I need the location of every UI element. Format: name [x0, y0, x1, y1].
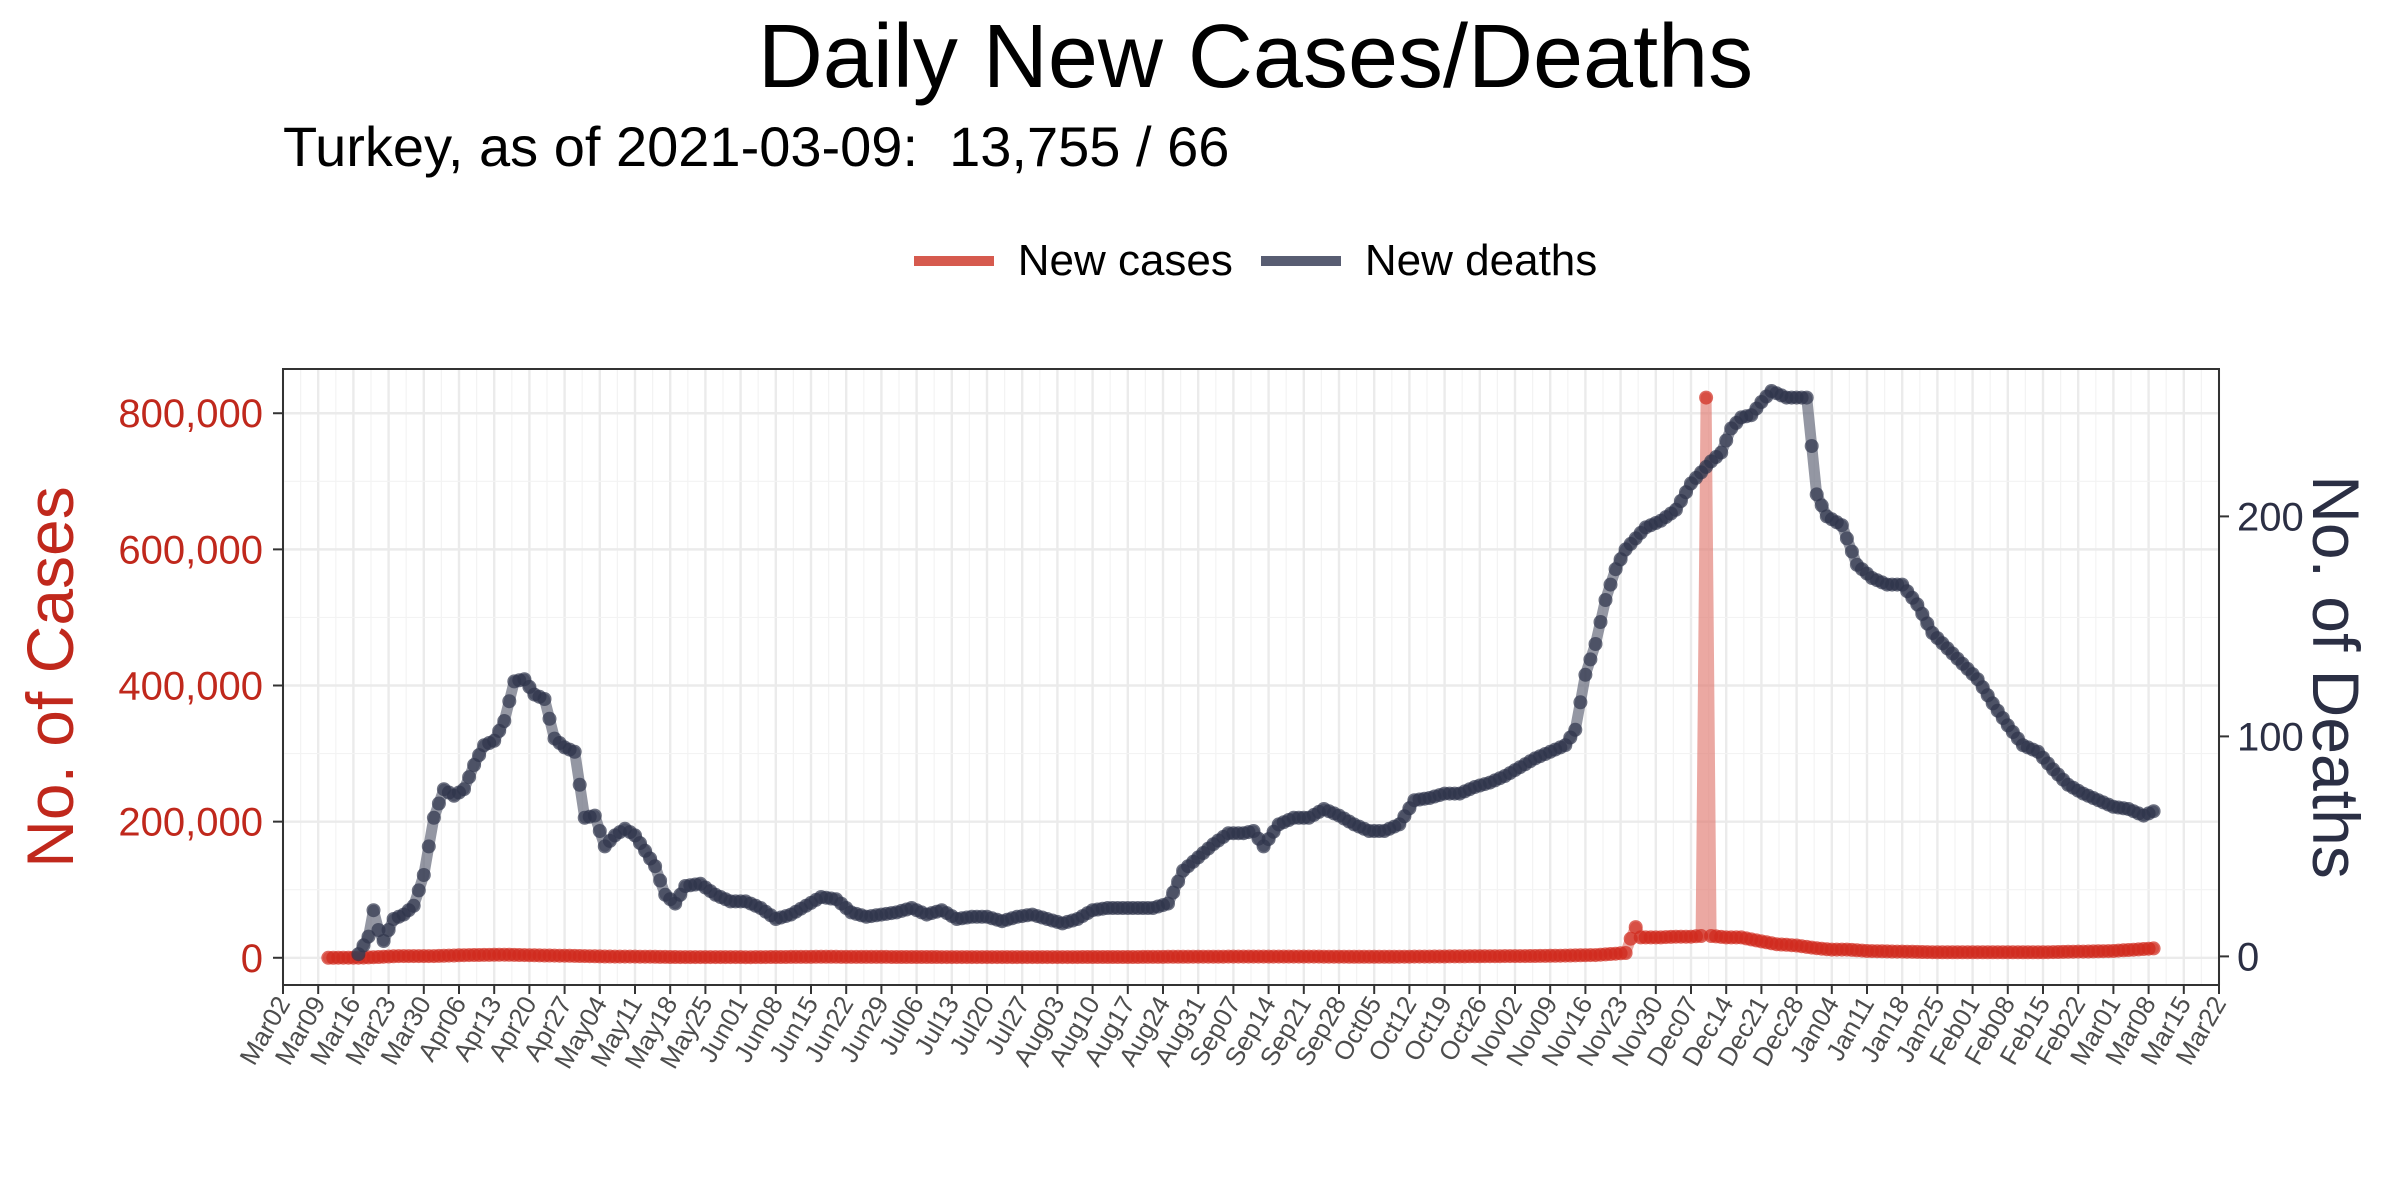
deaths-point: [1568, 722, 1583, 737]
deaths-point: [426, 810, 441, 825]
cases-point: [2146, 941, 2161, 956]
legend-item-deaths: New deaths: [1260, 236, 1598, 286]
cases-series: [321, 390, 2161, 965]
deaths-point: [366, 903, 381, 918]
legend-label-deaths: New deaths: [1364, 236, 1598, 285]
legend-item-cases: New cases: [913, 236, 1233, 286]
deaths-point: [1578, 667, 1593, 682]
deaths-point: [1588, 637, 1603, 651]
y-left-tick-label: 600,000: [118, 528, 263, 572]
y-left-tick-label: 200,000: [118, 801, 263, 845]
deaths-point: [1598, 593, 1613, 607]
chart-subtitle: Turkey, as of 2021-03-09: 13,755 / 66: [283, 115, 1230, 178]
deaths-point: [497, 714, 512, 728]
y-left-tick-label: 400,000: [118, 665, 263, 709]
cases-point: [1618, 946, 1633, 960]
deaths-point: [587, 808, 602, 823]
deaths-series: [351, 384, 2161, 962]
deaths-point: [411, 883, 426, 898]
chart-title: Daily New Cases/Deaths: [757, 7, 1754, 107]
deaths-point: [376, 934, 391, 948]
deaths-point: [1844, 544, 1859, 559]
deaths-point: [1603, 577, 1618, 592]
deaths-point: [648, 859, 663, 874]
deaths-point: [653, 873, 668, 888]
deaths-point: [457, 782, 471, 797]
deaths-point: [1166, 885, 1181, 900]
y-left-tick-label: 0: [241, 937, 263, 981]
deaths-point: [537, 692, 552, 706]
deaths-point: [1804, 439, 1819, 453]
y-axis-label-left: No. of Cases: [13, 486, 87, 868]
deaths-point: [416, 868, 431, 882]
deaths-point: [421, 839, 436, 854]
y-right-tick-label: 200: [2237, 495, 2304, 539]
plot-panel-border: [282, 368, 2220, 986]
legend-label-cases: New cases: [1017, 236, 1233, 285]
y-left-tick-label: 800,000: [118, 392, 263, 436]
deaths-point: [567, 744, 582, 759]
deaths-point: [1714, 445, 1729, 460]
axes: Mar02Mar09Mar16Mar23Mar30Apr06Apr13Apr20…: [118, 392, 2303, 1073]
cases-point: [1699, 390, 1714, 405]
chart-legend: New cases New deaths: [0, 236, 2400, 286]
deaths-point: [406, 898, 421, 913]
y-right-tick-label: 0: [2237, 935, 2259, 979]
deaths-point: [1814, 498, 1829, 513]
deaths-point: [1719, 433, 1734, 448]
deaths-point: [1573, 695, 1588, 710]
deaths-point: [1809, 487, 1824, 502]
deaths-point: [1839, 531, 1854, 546]
cases-point: [1694, 929, 1709, 943]
deaths-point: [542, 711, 557, 726]
deaths-point: [361, 929, 376, 944]
deaths-point: [592, 824, 607, 838]
plot-grid: [281, 369, 2221, 985]
deaths-point: [572, 777, 587, 792]
y-right-tick-label: 100: [2237, 715, 2304, 759]
deaths-point: [1583, 652, 1598, 667]
deaths-point: [502, 694, 517, 709]
deaths-point: [431, 796, 446, 811]
deaths-point: [1171, 874, 1186, 889]
deaths-point: [1799, 390, 1814, 405]
legend-swatch-deaths: [1260, 256, 1341, 266]
deaths-point: [1834, 518, 1849, 533]
deaths-point: [381, 923, 396, 937]
deaths-point: [2146, 804, 2161, 819]
deaths-point: [371, 923, 386, 937]
deaths-point: [462, 770, 477, 785]
legend-swatch-cases: [913, 256, 994, 266]
deaths-point: [1161, 896, 1175, 911]
y-axis-label-right: No. of Deaths: [2299, 475, 2373, 879]
deaths-point: [1593, 615, 1608, 629]
